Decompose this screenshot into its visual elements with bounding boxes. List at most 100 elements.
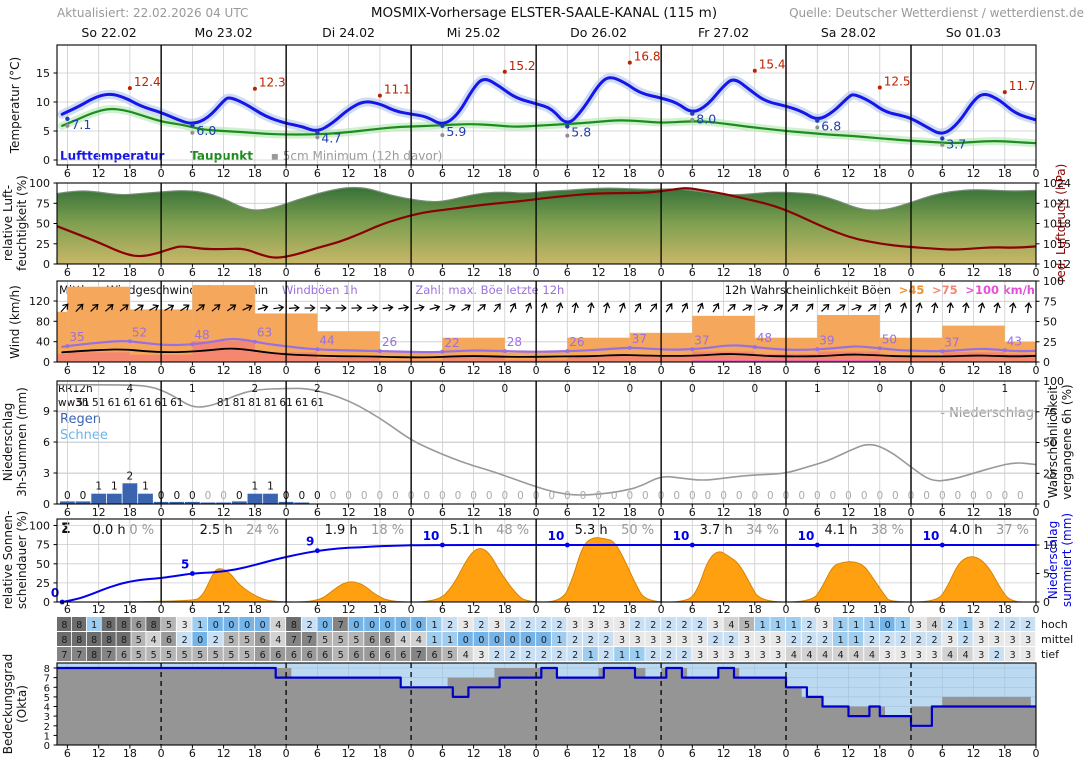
- svg-text:12: 12: [842, 506, 856, 519]
- svg-text:0: 0: [439, 383, 446, 395]
- svg-text:0: 0: [283, 603, 290, 616]
- svg-text:0: 0: [158, 603, 165, 616]
- svg-text:0: 0: [720, 490, 727, 502]
- svg-text:8: 8: [151, 620, 157, 631]
- svg-text:3: 3: [43, 467, 50, 480]
- svg-text:3: 3: [635, 635, 641, 646]
- svg-text:3: 3: [728, 650, 734, 661]
- svg-text:18: 18: [123, 506, 137, 519]
- svg-text:6: 6: [275, 650, 281, 661]
- svg-text:12: 12: [217, 506, 231, 519]
- svg-text:So 01.03: So 01.03: [946, 25, 1001, 40]
- svg-text:18: 18: [498, 747, 512, 760]
- svg-text:0: 0: [158, 364, 165, 377]
- svg-text:12.5: 12.5: [884, 75, 911, 89]
- svg-text:0: 0: [580, 490, 587, 502]
- svg-text:2: 2: [1010, 620, 1016, 631]
- svg-text:2: 2: [525, 620, 531, 631]
- svg-text:18: 18: [998, 167, 1012, 180]
- svg-text:18: 18: [623, 167, 637, 180]
- svg-text:0: 0: [1043, 356, 1050, 369]
- svg-text:6: 6: [307, 650, 313, 661]
- svg-text:0: 0: [892, 490, 899, 502]
- temperature-value-labels: 12.4 12.3 11.1 15.2 16.8 15.4 12.5 11.7 7.1 6.0 4.…: [65, 50, 1036, 152]
- svg-text:50: 50: [882, 332, 897, 346]
- svg-text:1: 1: [44, 731, 50, 742]
- svg-text:18: 18: [498, 167, 512, 180]
- svg-text:38 %: 38 %: [871, 523, 904, 538]
- svg-text:2: 2: [182, 635, 188, 646]
- svg-text:18: 18: [748, 506, 762, 519]
- svg-text:75: 75: [1043, 295, 1057, 308]
- svg-text:2: 2: [213, 635, 219, 646]
- svg-text:25: 25: [36, 238, 50, 251]
- svg-text:0: 0: [51, 586, 59, 600]
- rain-legend: Regen: [60, 412, 101, 427]
- svg-text:0: 0: [923, 490, 930, 502]
- svg-text:6: 6: [439, 167, 446, 180]
- svg-text:1021: 1021: [1043, 197, 1071, 210]
- svg-text:12: 12: [342, 506, 356, 519]
- svg-text:1: 1: [189, 383, 196, 395]
- svg-text:12: 12: [842, 266, 856, 279]
- svg-text:15.4: 15.4: [759, 58, 786, 72]
- svg-text:12: 12: [467, 603, 481, 616]
- svg-text:0: 0: [385, 620, 391, 631]
- svg-text:2: 2: [572, 650, 578, 661]
- svg-text:1: 1: [814, 383, 821, 395]
- svg-text:61: 61: [170, 397, 183, 409]
- svg-text:0: 0: [1043, 596, 1050, 609]
- svg-text:0: 0: [783, 506, 790, 519]
- svg-text:0: 0: [876, 383, 883, 395]
- svg-text:4: 4: [853, 650, 859, 661]
- svg-text:3: 3: [744, 635, 750, 646]
- precip-prob-legend: - Niederschlag: [940, 406, 1034, 421]
- svg-text:6: 6: [64, 167, 71, 180]
- svg-text:0: 0: [1033, 506, 1040, 519]
- svg-text:18: 18: [748, 266, 762, 279]
- svg-text:6: 6: [64, 364, 71, 377]
- svg-text:1.9 h: 1.9 h: [325, 523, 358, 538]
- svg-text:4: 4: [806, 650, 812, 661]
- svg-text:18: 18: [248, 506, 262, 519]
- svg-text:24 %: 24 %: [246, 523, 279, 538]
- svg-text:0: 0: [197, 635, 203, 646]
- svg-text:0: 0: [783, 167, 790, 180]
- svg-text:0: 0: [408, 603, 415, 616]
- svg-text:5: 5: [744, 620, 750, 631]
- svg-text:8.0: 8.0: [696, 112, 716, 127]
- svg-text:4: 4: [947, 650, 953, 661]
- svg-text:6: 6: [189, 747, 196, 760]
- svg-text:9: 9: [306, 535, 314, 549]
- svg-text:6: 6: [43, 436, 50, 449]
- svg-text:2: 2: [728, 635, 734, 646]
- svg-text:2: 2: [556, 650, 562, 661]
- svg-text:3: 3: [681, 635, 687, 646]
- svg-text:3: 3: [713, 650, 719, 661]
- svg-text:6: 6: [564, 167, 571, 180]
- svg-text:2: 2: [603, 635, 609, 646]
- svg-text:3: 3: [994, 635, 1000, 646]
- svg-text:0: 0: [283, 747, 290, 760]
- svg-text:0: 0: [658, 747, 665, 760]
- svg-text:1: 1: [91, 620, 97, 631]
- svg-text:10: 10: [923, 529, 940, 543]
- svg-text:18: 18: [873, 506, 887, 519]
- svg-text:0: 0: [260, 620, 266, 631]
- svg-text:4: 4: [275, 635, 281, 646]
- svg-text:0: 0: [213, 620, 219, 631]
- svg-text:0: 0: [658, 603, 665, 616]
- svg-text:0: 0: [533, 747, 540, 760]
- svg-text:18: 18: [623, 603, 637, 616]
- svg-text:0: 0: [939, 490, 946, 502]
- svg-text:18: 18: [623, 266, 637, 279]
- svg-text:1018: 1018: [1043, 218, 1071, 231]
- svg-text:75: 75: [36, 197, 50, 210]
- svg-text:6: 6: [564, 506, 571, 519]
- svg-text:2: 2: [44, 722, 50, 733]
- svg-text:2: 2: [635, 620, 641, 631]
- svg-text:0: 0: [400, 620, 406, 631]
- svg-text:6: 6: [121, 650, 127, 661]
- svg-text:12: 12: [592, 266, 606, 279]
- svg-text:5: 5: [1043, 568, 1050, 581]
